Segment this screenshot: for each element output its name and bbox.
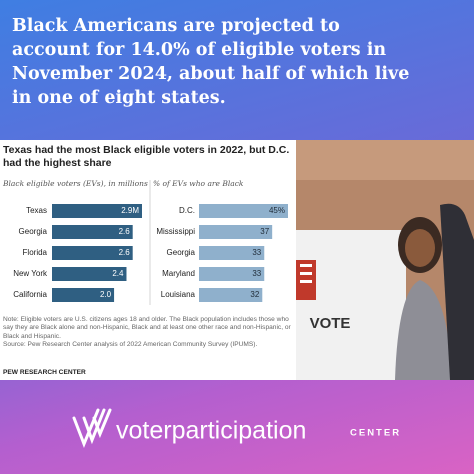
category-label: New York xyxy=(13,269,48,278)
value-label: 2.0 xyxy=(100,290,112,299)
headline-line: account for 14.0% of eligible voters in xyxy=(12,40,387,60)
bar xyxy=(52,225,133,239)
value-label: 2.9M xyxy=(121,206,139,215)
chart-title: Texas had the most Black eligible voters… xyxy=(3,144,290,169)
bar xyxy=(199,246,265,260)
headline-line: in one of eight states. xyxy=(12,88,226,108)
category-label: Texas xyxy=(26,206,47,215)
logo xyxy=(72,408,112,449)
bar xyxy=(199,267,265,281)
note: Note: Eligible voters are U.S. citizens … xyxy=(3,316,293,350)
category-label: D.C. xyxy=(179,206,195,215)
credit: PEW RESEARCH CENTER xyxy=(3,369,86,376)
headline-line: November 2024, about half of which live xyxy=(12,64,410,84)
headline-line: Black Americans are projected to xyxy=(12,16,340,36)
bar xyxy=(199,225,273,239)
bar xyxy=(52,204,142,218)
logo-suffix: CENTER xyxy=(350,428,401,439)
category-label: Florida xyxy=(23,248,48,257)
value-label: 37 xyxy=(260,227,269,236)
source: Source: Pew Research Center analysis of … xyxy=(3,341,258,349)
value-label: 33 xyxy=(252,248,261,257)
photo: VOTE xyxy=(296,140,474,380)
category-label: California xyxy=(13,290,47,299)
bar xyxy=(52,288,115,302)
category-label: Maryland xyxy=(162,269,195,278)
value-label: 2.6 xyxy=(119,227,131,236)
category-label: Georgia xyxy=(19,227,48,236)
category-label: Louisiana xyxy=(161,290,196,299)
note-text: Note: Eligible voters are U.S. citizens … xyxy=(3,316,291,340)
headline: Black Americans are projected to account… xyxy=(12,14,409,110)
bar xyxy=(199,288,263,302)
category-label: Georgia xyxy=(167,248,196,257)
category-label: Mississippi xyxy=(156,227,195,236)
chart-subtitle: Black eligible voters (EVs), in millions xyxy=(2,179,148,188)
bar xyxy=(199,204,288,218)
value-label: 2.4 xyxy=(112,269,124,278)
value-label: 2.6 xyxy=(119,248,131,257)
value-label: 45% xyxy=(269,206,285,215)
value-label: 33 xyxy=(252,269,261,278)
value-label: 32 xyxy=(250,290,259,299)
chart-subtitle: % of EVs who are Black xyxy=(153,179,244,188)
bar xyxy=(52,246,133,260)
logo-name: voterparticipation xyxy=(116,417,306,445)
sign-text: VOTE xyxy=(310,315,351,332)
bar xyxy=(52,267,127,281)
